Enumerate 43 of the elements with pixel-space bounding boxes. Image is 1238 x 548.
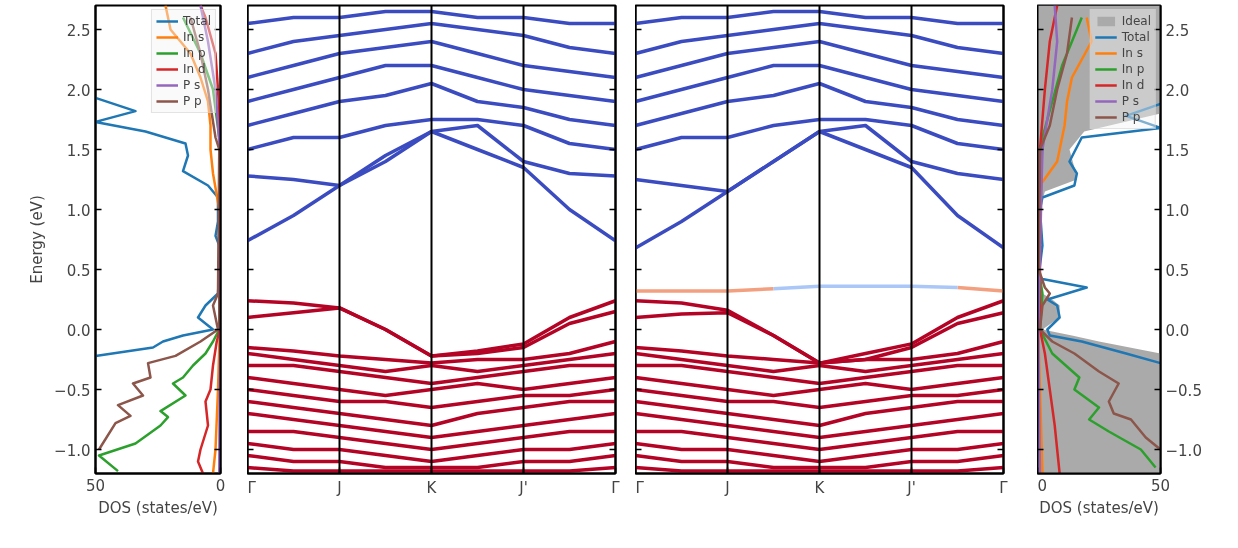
x-tick-label: K: [426, 478, 438, 497]
x-tick-label: J': [906, 478, 916, 497]
legend-label: P s: [1121, 94, 1141, 108]
x-tick-label: Γ: [635, 478, 645, 497]
legend-label: P p: [182, 94, 203, 108]
x-tick-label: J': [518, 478, 528, 497]
x-tick-label: 0: [215, 476, 226, 495]
y-axis-title: Energy (eV): [28, 195, 47, 284]
legend-label: P s: [182, 78, 202, 92]
x-axis-title: DOS (states/eV): [1039, 498, 1159, 517]
legend-label: In d: [182, 62, 206, 76]
x-tick-label: 50: [85, 476, 106, 495]
y-tick-label: −1.0: [54, 441, 91, 460]
y-tick-label: 2.5: [1165, 21, 1190, 40]
x-tick-label: 50: [1150, 476, 1171, 495]
x-tick-label: Γ: [247, 478, 257, 497]
x-tick-label: J: [724, 478, 730, 497]
legend-label: In p: [1121, 62, 1145, 76]
y-tick-label: 2.0: [66, 81, 91, 100]
y-tick-label: 0.5: [1165, 261, 1190, 280]
y-tick-label: 0.5: [66, 261, 91, 280]
x-tick-label: 0: [1037, 476, 1048, 495]
x-tick-label: K: [814, 478, 826, 497]
x-tick-label: Γ: [999, 478, 1009, 497]
x-axis-title: DOS (states/eV): [98, 498, 218, 517]
legend-label: In s: [182, 30, 205, 44]
y-tick-label: −1.0: [1165, 441, 1202, 460]
legend-label: Ideal: [1121, 14, 1151, 28]
y-tick-label: 1.0: [1165, 201, 1190, 220]
y-tick-label: 0.0: [1165, 321, 1190, 340]
legend-label: Total: [1121, 30, 1150, 44]
y-tick-label: −0.5: [54, 381, 91, 400]
y-tick-label: 1.5: [1165, 141, 1190, 160]
y-tick-label: 0.0: [66, 321, 91, 340]
y-tick-label: 1.0: [66, 201, 91, 220]
x-tick-label: Γ: [611, 478, 621, 497]
y-tick-label: 2.0: [1165, 81, 1190, 100]
legend-label: In s: [1121, 46, 1143, 60]
y-tick-label: 1.5: [66, 141, 91, 160]
y-tick-label: −0.5: [1165, 381, 1202, 400]
legend-label: In d: [1121, 78, 1145, 92]
x-tick-label: J: [336, 478, 342, 497]
y-tick-label: 2.5: [66, 21, 91, 40]
